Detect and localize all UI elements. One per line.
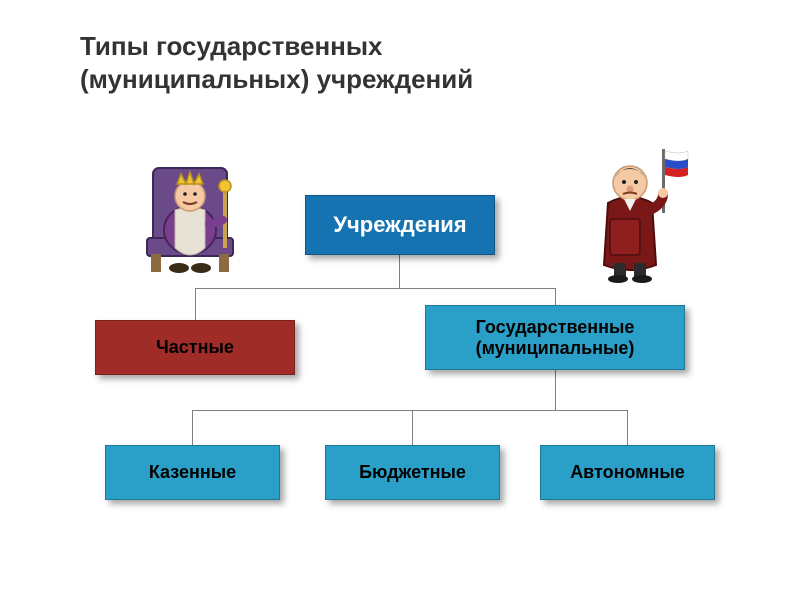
box-avtonomnye: Автономные (540, 445, 715, 500)
line-to-c3 (627, 410, 628, 445)
box-kazennye: Казенные (105, 445, 280, 500)
box-budgetnye: Бюджетные (325, 445, 500, 500)
official-illustration (570, 145, 690, 285)
page-title: Типы государственных (муниципальных) учр… (80, 30, 560, 95)
line-right-down (555, 370, 556, 410)
box-root: Учреждения (305, 195, 495, 255)
line-to-right (555, 288, 556, 305)
line-root-down (399, 255, 400, 288)
line-bot-h (192, 410, 628, 411)
king-illustration (125, 150, 255, 280)
line-to-c2 (412, 410, 413, 445)
box-government: Государственные (муниципальные) (425, 305, 685, 370)
box-private: Частные (95, 320, 295, 375)
line-to-left (195, 288, 196, 320)
line-top-h (195, 288, 555, 289)
line-to-c1 (192, 410, 193, 445)
